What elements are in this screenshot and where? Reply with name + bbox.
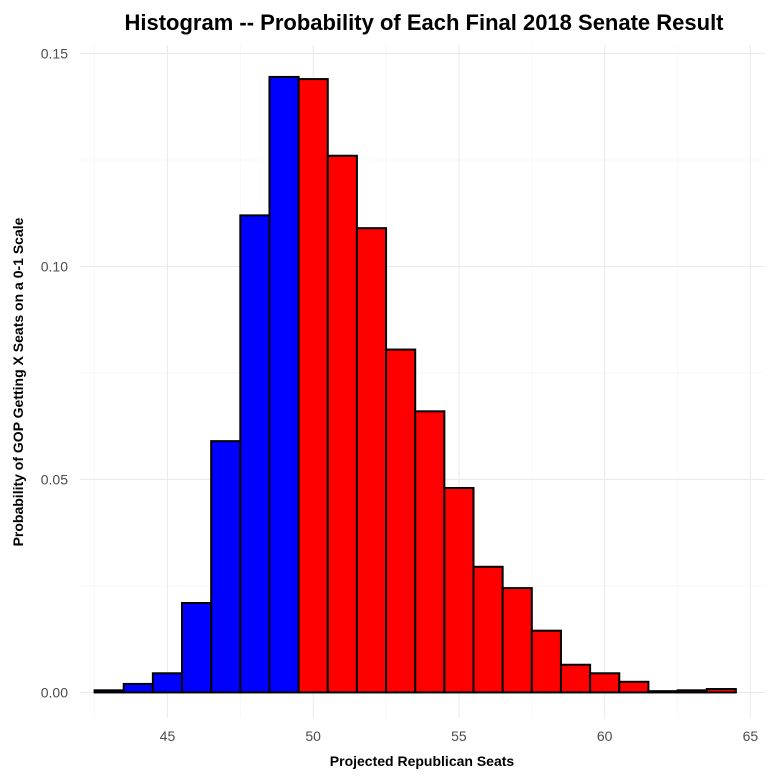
- y-tick-label: 0.10: [41, 258, 68, 274]
- x-tick-label: 45: [160, 728, 176, 744]
- histogram-bar-55: [443, 486, 475, 694]
- histogram-bar-63: [676, 689, 708, 694]
- histogram-bar-50: [297, 78, 329, 694]
- histogram-bar-59: [559, 663, 592, 694]
- histogram-bar-53: [385, 348, 417, 694]
- y-tick-label: 0.05: [41, 471, 68, 487]
- x-axis-title: Projected Republican Seats: [330, 753, 515, 769]
- histogram-bar-57: [501, 587, 533, 694]
- x-tick-label: 50: [305, 728, 321, 744]
- histogram-bar-52: [355, 227, 388, 694]
- ticks-layer: 45 50 55 60 65 0.00 0.05 0.10 0.15: [41, 46, 759, 744]
- y-tick-label: 0.15: [41, 46, 68, 62]
- histogram-bar-44: [122, 682, 154, 694]
- histogram-bar-56: [472, 565, 504, 694]
- histogram-bar-45: [151, 672, 184, 694]
- histogram-bar-61: [618, 680, 650, 694]
- histogram-bar-51: [326, 154, 358, 694]
- y-tick-label: 0.00: [41, 684, 68, 700]
- x-tick-label: 60: [597, 728, 613, 744]
- histogram-bar-60: [589, 672, 621, 694]
- chart-title: Histogram -- Probability of Each Final 2…: [124, 10, 724, 35]
- histogram-bar-47: [210, 440, 242, 694]
- histogram-bar-48: [239, 214, 271, 694]
- histogram-bar-43: [93, 689, 125, 694]
- histogram-bar-46: [181, 601, 213, 694]
- x-tick-label: 55: [451, 728, 467, 744]
- histogram-bar-54: [414, 410, 446, 694]
- histogram-bar-62: [647, 690, 679, 694]
- histogram-bar-49: [268, 75, 300, 694]
- x-tick-label: 65: [743, 728, 759, 744]
- bars-layer: [93, 75, 737, 694]
- histogram-bar-64: [705, 688, 737, 694]
- histogram-bar-58: [530, 629, 562, 694]
- y-axis-title: Probability of GOP Getting X Seats on a …: [10, 217, 26, 546]
